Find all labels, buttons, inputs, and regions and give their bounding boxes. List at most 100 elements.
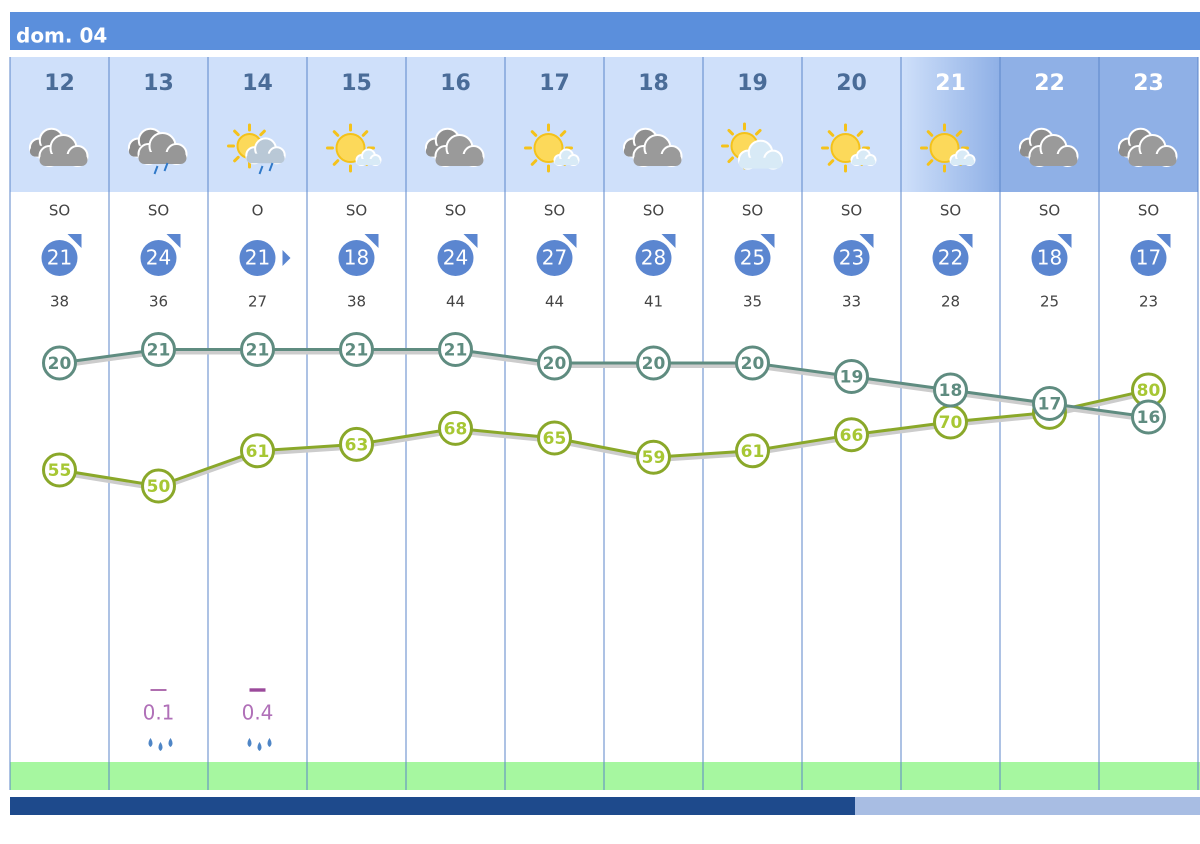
cloud-part bbox=[1029, 154, 1078, 166]
hour-cell bbox=[802, 57, 901, 192]
cloud-part bbox=[633, 154, 682, 166]
hour-cell bbox=[208, 57, 307, 192]
hour-cell bbox=[406, 57, 505, 192]
drop bbox=[168, 738, 173, 747]
sun-ray bbox=[233, 129, 240, 137]
drop bbox=[158, 742, 163, 751]
wind-arrow bbox=[282, 250, 291, 266]
temperature-point bbox=[141, 332, 176, 367]
temperature-label: 20 bbox=[741, 354, 765, 374]
wind-speed: 18 bbox=[344, 246, 369, 270]
humidity-point bbox=[438, 410, 473, 446]
rain-streak bbox=[258, 165, 264, 175]
temperature-label: 17 bbox=[1038, 395, 1062, 415]
gust: 33 bbox=[842, 293, 861, 311]
hour-cell bbox=[109, 57, 208, 192]
gust: 38 bbox=[50, 293, 69, 311]
hour-label: 17 bbox=[539, 71, 570, 96]
wind-speed-badge bbox=[338, 240, 375, 276]
wind-speed: 23 bbox=[839, 246, 864, 270]
sun-ray bbox=[530, 130, 538, 137]
precip-value: 0.4 bbox=[242, 701, 274, 725]
humidity-point bbox=[42, 452, 77, 488]
sun-ray bbox=[926, 130, 934, 137]
humidity-label: 65 bbox=[543, 429, 567, 449]
gust: 36 bbox=[149, 293, 168, 311]
rain-drops-icon bbox=[247, 738, 272, 751]
sun-ray bbox=[233, 155, 240, 163]
humidity-label: 55 bbox=[48, 461, 72, 481]
gust: 23 bbox=[1139, 293, 1158, 311]
hour-label: 14 bbox=[242, 71, 273, 96]
cloud-part bbox=[950, 159, 975, 165]
humidity-point bbox=[240, 433, 275, 469]
hour-cell bbox=[10, 57, 109, 192]
cloud-part bbox=[435, 154, 484, 166]
wind-direction: O bbox=[252, 202, 264, 220]
temperature-label: 21 bbox=[444, 341, 468, 361]
weather-icon bbox=[920, 123, 976, 173]
temperature-point bbox=[240, 332, 275, 367]
humidity-label: 63 bbox=[345, 435, 369, 455]
weather-icon bbox=[821, 123, 877, 173]
gust: 44 bbox=[545, 293, 564, 311]
sun bbox=[929, 133, 960, 163]
hour-label: 19 bbox=[737, 71, 768, 96]
temperature-point bbox=[1131, 399, 1166, 435]
wind-direction: SO bbox=[346, 202, 367, 220]
sun-ray bbox=[955, 130, 963, 137]
sun-ray bbox=[926, 159, 934, 166]
cloud-part bbox=[738, 157, 783, 169]
columns bbox=[9, 57, 1199, 790]
sun-ray bbox=[727, 156, 734, 164]
drop bbox=[267, 738, 272, 747]
hour-label: 22 bbox=[1034, 71, 1065, 96]
gust: 35 bbox=[743, 293, 762, 311]
sun bbox=[335, 133, 366, 163]
weather-icon bbox=[127, 127, 188, 175]
temperature-point bbox=[1032, 386, 1067, 421]
wind-speed: 21 bbox=[245, 246, 270, 270]
hour-label: 16 bbox=[440, 71, 471, 96]
scroll-thumb[interactable] bbox=[10, 797, 855, 815]
temperature-label: 18 bbox=[939, 381, 963, 401]
wind-speed: 27 bbox=[542, 246, 567, 270]
temperature-label: 20 bbox=[48, 354, 72, 374]
weather-icon bbox=[1117, 127, 1178, 167]
precip-value: 0.1 bbox=[143, 701, 175, 725]
temperature-point bbox=[933, 372, 968, 408]
weather-icon bbox=[721, 122, 784, 170]
cloud-part bbox=[851, 159, 876, 165]
cloud-part bbox=[39, 154, 88, 166]
wind-speed-badge bbox=[536, 240, 573, 276]
wind-speed-badge bbox=[140, 240, 177, 276]
wind-arrow bbox=[1156, 234, 1171, 248]
temperature-label: 21 bbox=[246, 341, 270, 361]
hour-cell bbox=[901, 57, 1000, 192]
wind-speed-badge bbox=[41, 240, 78, 276]
humidity-label: 70 bbox=[939, 413, 963, 433]
humidity-label: 80 bbox=[1137, 381, 1161, 401]
wind-speed: 21 bbox=[47, 246, 72, 270]
sun-ray bbox=[856, 130, 864, 137]
wind-arrow bbox=[67, 234, 82, 248]
humidity-label: 61 bbox=[741, 442, 765, 462]
rain-drops-icon bbox=[148, 738, 173, 751]
sun-ray bbox=[332, 159, 340, 166]
gust: 27 bbox=[248, 293, 267, 311]
temperature-label: 21 bbox=[345, 341, 369, 361]
wind-arrow bbox=[364, 234, 379, 248]
cloud-part bbox=[1128, 154, 1177, 166]
humidity-point bbox=[141, 468, 176, 504]
temperature-point bbox=[537, 345, 572, 381]
hour-cell bbox=[1000, 57, 1099, 192]
temperature-point bbox=[636, 345, 671, 381]
wind-direction: SO bbox=[544, 202, 565, 220]
wind-speed-badge bbox=[833, 240, 870, 276]
humidity-point bbox=[735, 433, 770, 469]
humidity-point bbox=[636, 439, 671, 475]
wind-arrow bbox=[661, 234, 676, 248]
sun-ray bbox=[755, 128, 762, 136]
temperature-point bbox=[438, 332, 473, 367]
